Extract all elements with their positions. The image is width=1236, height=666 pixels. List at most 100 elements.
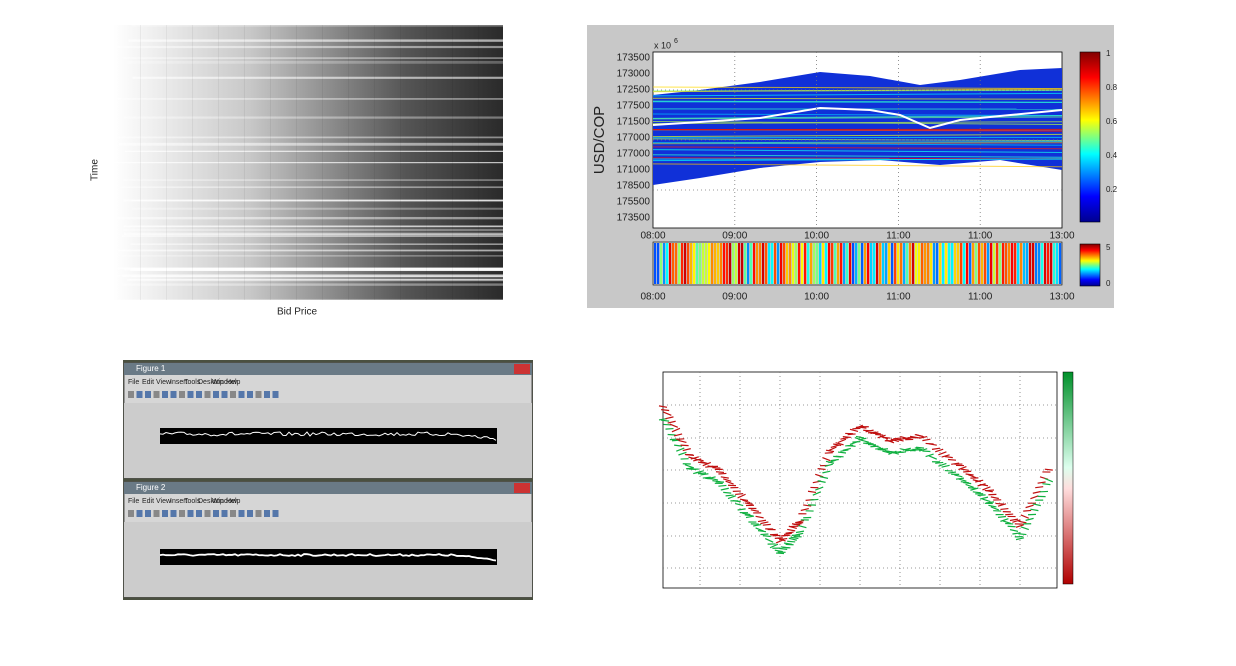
menu-item[interactable]: Desktop — [198, 379, 224, 386]
menu-item[interactable]: Insert — [170, 498, 188, 505]
toolbar-icon[interactable] — [145, 391, 151, 398]
toolbar-icon[interactable] — [238, 510, 245, 517]
toolbar-icon[interactable] — [230, 510, 236, 517]
toolbar-icon[interactable] — [204, 391, 211, 398]
toolbar-icon[interactable] — [187, 391, 194, 398]
menu-item[interactable]: File — [128, 379, 139, 386]
order-tick — [837, 438, 847, 444]
order-tick — [1018, 533, 1027, 536]
toolbar-icon[interactable] — [153, 510, 160, 517]
toolbar-icon[interactable] — [204, 510, 211, 517]
order-tick — [707, 476, 716, 480]
toolbar-icon[interactable] — [145, 510, 151, 517]
menu-item[interactable]: Insert — [170, 379, 188, 386]
strip-bar — [921, 243, 924, 284]
menu-item[interactable]: Edit — [142, 379, 154, 386]
close-button[interactable] — [514, 364, 530, 374]
toolbar-icon[interactable] — [238, 391, 245, 398]
spread-panel — [658, 371, 1074, 589]
toolbar-icon[interactable] — [196, 510, 202, 517]
order-tick — [860, 439, 869, 443]
heatmap-row — [123, 232, 514, 236]
strip-bar — [834, 243, 837, 284]
order-tick — [995, 502, 1004, 505]
strip-bar — [948, 243, 951, 284]
toolbar-icon[interactable] — [170, 391, 177, 398]
order-tick — [960, 468, 969, 471]
heatmap-row — [123, 116, 514, 119]
depth-level — [652, 92, 1063, 97]
window-title: Figure 1 — [136, 364, 166, 373]
order-tick — [1042, 483, 1051, 486]
menu-item[interactable]: Tools — [184, 379, 201, 386]
order-tick — [671, 427, 681, 433]
order-tick — [1035, 486, 1044, 489]
toolbar-icon[interactable] — [264, 391, 270, 398]
toolbar-icon[interactable] — [264, 510, 270, 517]
toolbar-icon[interactable] — [136, 391, 143, 398]
menu-item[interactable]: Edit — [142, 498, 154, 505]
toolbar-icon[interactable] — [255, 391, 262, 398]
heatmap-row — [117, 298, 508, 302]
close-button[interactable] — [514, 483, 530, 493]
toolbar-icon[interactable] — [179, 510, 185, 517]
toolbar-icon[interactable] — [170, 510, 177, 517]
order-tick — [678, 439, 687, 444]
heatmap-row — [122, 57, 513, 59]
order-tick — [1012, 532, 1021, 535]
toolbar-icon[interactable] — [230, 391, 236, 398]
menu-item[interactable]: View — [156, 498, 172, 505]
strip-bar — [888, 243, 891, 284]
toolbar-icon[interactable] — [136, 510, 143, 517]
toolbar-icon[interactable] — [162, 391, 168, 398]
toolbar-icon[interactable] — [221, 510, 228, 517]
strip-bar — [1017, 243, 1020, 284]
toolbar-icon[interactable] — [213, 510, 219, 517]
menu-item[interactable]: Window — [212, 498, 238, 505]
strip-bar — [852, 243, 855, 284]
order-tick — [1030, 495, 1039, 500]
toolbar-icon[interactable] — [247, 391, 253, 398]
order-tick — [819, 476, 829, 479]
menu-item[interactable]: Help — [226, 379, 241, 386]
order-tick — [673, 433, 683, 437]
toolbar-icon[interactable] — [128, 391, 134, 398]
order-tick — [875, 447, 884, 450]
menu-item[interactable]: Tools — [184, 498, 201, 505]
toolbar-icon[interactable] — [255, 510, 262, 517]
toolbar-icon[interactable] — [213, 391, 219, 398]
order-tick — [1025, 517, 1034, 521]
strip-bar — [819, 243, 822, 284]
strip-bar — [1011, 243, 1014, 284]
strip-bar — [1056, 243, 1059, 284]
strip-bar — [753, 243, 756, 284]
toolbar-icon[interactable] — [187, 510, 194, 517]
toolbar-icon[interactable] — [153, 391, 160, 398]
heatmap-row — [130, 225, 521, 227]
toolbar-icon[interactable] — [196, 391, 202, 398]
toolbar-icon[interactable] — [221, 391, 228, 398]
depth-level — [652, 89, 1063, 92]
order-tick — [870, 431, 879, 435]
toolbar-icon[interactable] — [128, 510, 134, 517]
menu-item[interactable]: Desktop — [198, 498, 224, 505]
menu-item[interactable]: File — [128, 498, 139, 505]
y-tick-label: 178500 — [617, 181, 651, 192]
toolbar-icon[interactable] — [272, 391, 279, 398]
toolbar-icon[interactable] — [272, 510, 279, 517]
menu-item[interactable]: Help — [226, 498, 241, 505]
order-tick — [739, 498, 749, 502]
order-tick — [690, 456, 699, 460]
menu-item[interactable]: Window — [212, 379, 238, 386]
toolbar-icon[interactable] — [179, 391, 185, 398]
toolbar-icon[interactable] — [247, 510, 253, 517]
toolbar-icon[interactable] — [162, 510, 168, 517]
heatmap-column — [322, 25, 323, 300]
order-tick — [817, 468, 826, 471]
order-tick — [723, 491, 732, 494]
heatmap-row — [121, 235, 512, 237]
menu-item[interactable]: View — [156, 379, 172, 386]
strip-bar — [684, 243, 687, 284]
strip-bar — [714, 243, 717, 284]
strip-bar — [984, 243, 987, 284]
